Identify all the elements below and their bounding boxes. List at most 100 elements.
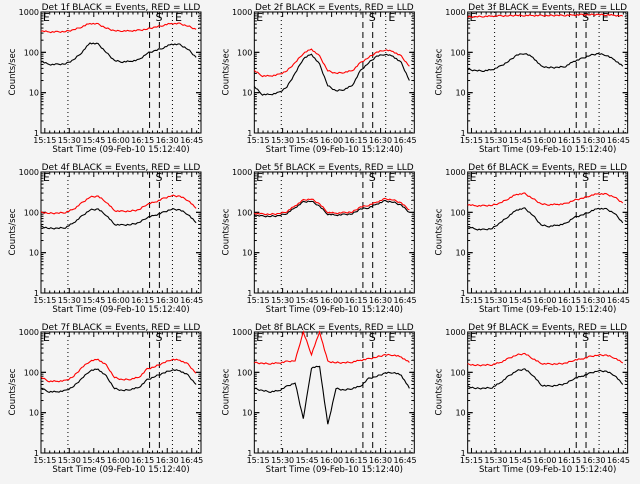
x-axis-label: Start Time (09-Feb-10 15:12:40)	[266, 305, 403, 315]
x-tick-label: 16:15	[558, 456, 581, 465]
y-axis-label: Counts/sec	[221, 368, 231, 415]
x-axis-label: Start Time (09-Feb-10 15:12:40)	[266, 145, 403, 155]
marker-s: S	[582, 11, 589, 24]
y-tick-label: 1000	[19, 328, 39, 337]
marker-e: E	[602, 331, 609, 344]
x-axis-label: Start Time (09-Feb-10 15:12:40)	[52, 145, 189, 155]
y-axis-label: Counts/sec	[435, 368, 445, 415]
x-tick-label: 15:15	[460, 136, 483, 145]
y-tick-label: 1000	[232, 328, 252, 337]
plot-frame	[467, 11, 629, 134]
y-tick-label: 1000	[19, 8, 39, 17]
y-axis-label: Counts/sec	[221, 208, 231, 255]
lld-series-line	[40, 358, 197, 383]
marker-s: S	[155, 171, 162, 184]
marker-s: S	[582, 171, 589, 184]
marker-e: E	[175, 331, 182, 344]
marker-s: S	[369, 11, 376, 24]
y-tick-label: 100	[24, 208, 39, 217]
x-axis-label: Start Time (09-Feb-10 15:12:40)	[479, 145, 616, 155]
x-tick-label: 16:15	[131, 456, 154, 465]
x-tick-label: 15:45	[509, 456, 532, 465]
x-tick-label: 16:15	[558, 136, 581, 145]
panel-title: Det 2f BLACK = Events, RED = LLD	[255, 3, 414, 13]
y-tick-label: 10	[29, 89, 39, 98]
x-tick-label: 16:45	[607, 296, 630, 305]
y-tick-label: 10	[29, 249, 39, 258]
marker-e: E	[388, 171, 395, 184]
marker-e: E	[256, 331, 263, 344]
y-tick-label: 10	[455, 409, 465, 418]
events-series-line	[467, 52, 624, 72]
y-tick-label: 10	[455, 249, 465, 258]
y-tick-label: 1	[247, 449, 252, 458]
x-tick-label: 15:15	[247, 456, 270, 465]
plot-frame	[467, 331, 629, 454]
y-tick-label: 10	[242, 89, 252, 98]
y-tick-label: 100	[237, 368, 252, 377]
x-tick-label: 16:00	[107, 136, 130, 145]
y-axis-label: Counts/sec	[221, 48, 231, 95]
y-axis-label: Counts/sec	[435, 48, 445, 95]
marker-e: E	[256, 171, 263, 184]
plot-frame	[40, 331, 202, 454]
y-tick-label: 1	[247, 289, 252, 298]
x-tick-label: 16:15	[345, 456, 368, 465]
y-tick-label: 1	[34, 129, 39, 138]
y-axis-label: Counts/sec	[435, 208, 445, 255]
lld-series-line	[40, 22, 197, 34]
x-tick-label: 15:45	[296, 136, 319, 145]
x-tick-label: 16:00	[107, 456, 130, 465]
x-tick-label: 16:15	[345, 136, 368, 145]
x-axis-label: Start Time (09-Feb-10 15:12:40)	[266, 465, 403, 475]
panel-det-8: Det 8f BLACK = Events, RED = LLD 1 10 100 10…	[221, 323, 416, 475]
x-tick-label: 15:15	[33, 136, 56, 145]
marker-e: E	[602, 171, 609, 184]
x-tick-label: 16:30	[156, 136, 179, 145]
x-tick-label: 15:30	[271, 136, 294, 145]
x-tick-label: 15:30	[271, 456, 294, 465]
x-tick-label: 16:00	[533, 456, 556, 465]
panel-det-5: Det 5f BLACK = Events, RED = LLD 1 10 100 10…	[221, 163, 416, 315]
marker-s: S	[369, 331, 376, 344]
plot-frame	[253, 171, 415, 294]
plot-frame	[253, 331, 415, 454]
x-tick-label: 16:45	[180, 136, 203, 145]
marker-e: E	[388, 331, 395, 344]
lld-series-line	[254, 197, 410, 216]
x-tick-label: 16:30	[582, 456, 605, 465]
y-tick-label: 100	[450, 368, 465, 377]
x-tick-label: 15:30	[58, 136, 81, 145]
y-tick-label: 10	[455, 89, 465, 98]
x-tick-label: 16:45	[607, 456, 630, 465]
plot-frame	[40, 11, 202, 134]
x-tick-label: 15:45	[509, 296, 532, 305]
events-series-line	[467, 207, 624, 231]
x-tick-label: 16:45	[607, 136, 630, 145]
panel-det-1: Det 1f BLACK = Events, RED = LLD 1 10 100 10…	[8, 3, 203, 155]
plot-frame	[467, 171, 629, 294]
marker-e: E	[602, 11, 609, 24]
lld-series-line	[253, 48, 410, 78]
y-tick-label: 10	[242, 249, 252, 258]
events-series-line	[40, 207, 197, 230]
panel-det-6: Det 6f BLACK = Events, RED = LLD 1 10 100 10…	[435, 163, 630, 315]
y-tick-label: 10	[242, 409, 252, 418]
x-tick-label: 15:15	[460, 456, 483, 465]
y-tick-label: 1000	[445, 8, 465, 17]
y-tick-label: 100	[24, 368, 39, 377]
x-tick-label: 15:45	[509, 136, 532, 145]
x-axis-label: Start Time (09-Feb-10 15:12:40)	[52, 305, 189, 315]
y-tick-label: 1	[247, 129, 252, 138]
x-tick-label: 15:30	[484, 296, 507, 305]
panel-title: Det 1f BLACK = Events, RED = LLD	[42, 3, 201, 13]
marker-e: E	[388, 11, 395, 24]
x-tick-label: 16:00	[320, 456, 343, 465]
x-tick-label: 16:45	[180, 296, 203, 305]
x-tick-label: 16:45	[180, 456, 203, 465]
marker-e: E	[43, 171, 50, 184]
x-tick-label: 15:45	[82, 296, 105, 305]
lld-series-line	[467, 192, 624, 208]
x-axis-label: Start Time (09-Feb-10 15:12:40)	[479, 465, 616, 475]
